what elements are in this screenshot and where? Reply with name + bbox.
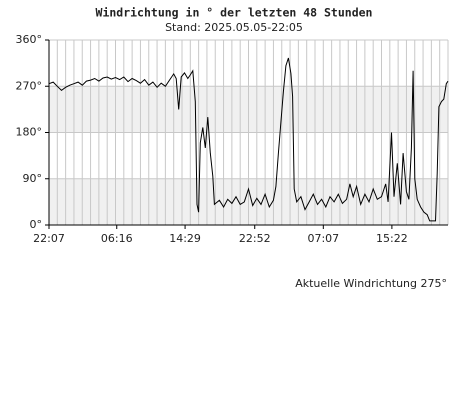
y-tick-label: 360° [16,33,43,46]
x-tick-label: 06:16 [101,232,133,245]
y-tick-label: 270° [16,79,43,92]
chart-subtitle: Stand: 2025.05.05-22:05 [165,21,303,34]
x-tick-label: 14:29 [169,232,201,245]
chart-title: Windrichtung in ° der letzten 48 Stunden [96,6,373,20]
annotation: Aktuelle Windrichtung 275° [295,277,447,290]
y-tick-label: 90° [23,172,43,185]
x-tick-label: 07:07 [307,232,339,245]
x-tick-label: 22:52 [239,232,271,245]
x-tick-label: 22:07 [33,232,65,245]
y-tick-label: 180° [16,126,43,139]
x-tick-label: 15:22 [376,232,408,245]
wind-line [48,57,449,222]
y-tick-label: 0° [30,218,43,231]
